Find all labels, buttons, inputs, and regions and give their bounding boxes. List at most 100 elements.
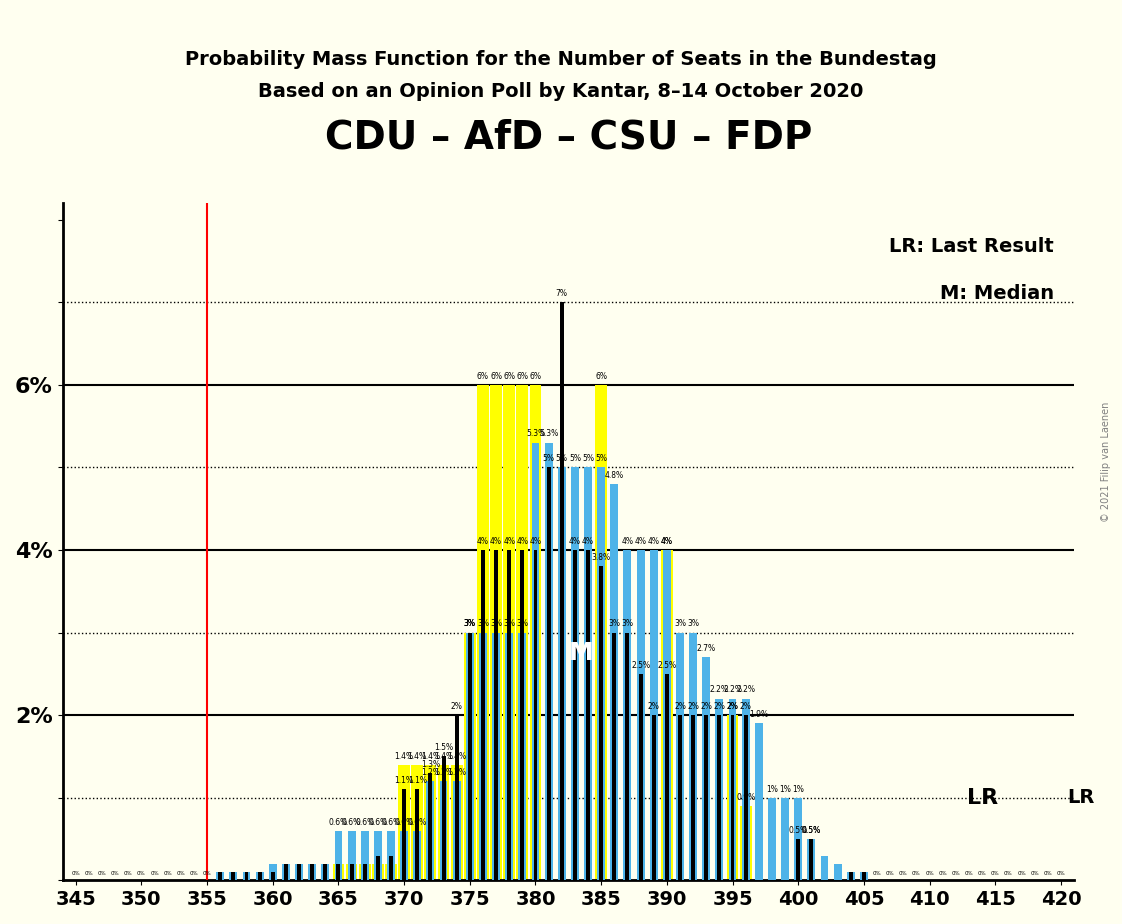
Bar [744,715,747,881]
Text: 5%: 5% [569,455,581,463]
Bar [530,384,542,881]
Text: 2%: 2% [647,702,660,711]
Text: 3%: 3% [674,619,686,628]
Bar [337,864,340,881]
Text: 0%: 0% [111,871,119,876]
Bar [490,384,502,881]
Bar [242,872,250,881]
Text: 0.6%: 0.6% [355,818,375,827]
Text: 0%: 0% [203,871,211,876]
Text: 0%: 0% [1004,871,1013,876]
Bar [678,715,682,881]
Text: 6%: 6% [490,371,502,381]
Text: M: M [569,641,594,665]
Text: 4%: 4% [582,537,594,546]
Bar [717,715,721,881]
Text: 0.6%: 0.6% [407,818,426,827]
Text: 3%: 3% [516,619,528,628]
Bar [652,715,655,881]
Bar [532,443,540,881]
Bar [716,699,724,881]
Bar [663,550,671,881]
Bar [374,831,381,881]
Text: 3%: 3% [463,619,476,628]
Text: 0%: 0% [150,871,159,876]
Text: 2%: 2% [700,702,712,711]
Text: 4%: 4% [647,537,660,546]
Text: 1.2%: 1.2% [434,768,453,777]
Bar [727,715,738,881]
Text: 3%: 3% [463,619,476,628]
Text: 3%: 3% [687,619,699,628]
Text: 5%: 5% [582,455,594,463]
Bar [546,468,551,881]
Bar [638,674,643,881]
Bar [705,715,708,881]
Text: 5%: 5% [595,455,607,463]
Bar [350,864,353,881]
Bar [571,468,579,881]
Text: 0.6%: 0.6% [381,818,401,827]
Text: 0%: 0% [977,871,986,876]
Bar [373,864,384,881]
Bar [442,757,445,881]
Text: 0%: 0% [912,871,921,876]
Bar [820,856,828,881]
Bar [494,550,498,881]
Text: Probability Mass Function for the Number of Seats in the Bundestag: Probability Mass Function for the Number… [185,50,937,68]
Bar [282,864,289,881]
Text: 5.3%: 5.3% [526,430,545,438]
Bar [426,781,434,881]
Bar [847,872,855,881]
Bar [346,864,358,881]
Bar [767,797,776,881]
Text: 0.6%: 0.6% [368,818,387,827]
Text: M: Median: M: Median [940,285,1054,303]
Text: 0%: 0% [899,871,908,876]
Bar [613,633,616,881]
Text: 6%: 6% [595,371,607,381]
Text: 0%: 0% [123,871,132,876]
Text: LR: LR [966,787,997,808]
Bar [402,789,406,881]
Bar [438,765,450,881]
Text: 2.7%: 2.7% [697,644,716,653]
Bar [808,839,816,881]
Text: 0%: 0% [190,871,199,876]
Bar [848,872,853,881]
Text: 0%: 0% [1030,871,1039,876]
Text: 1.4%: 1.4% [395,751,414,760]
Text: 0%: 0% [1018,871,1026,876]
Bar [677,633,684,881]
Text: 2%: 2% [451,702,462,711]
Bar [245,872,248,881]
Text: 2%: 2% [687,702,699,711]
Bar [597,468,605,881]
Text: 0%: 0% [1057,871,1065,876]
Text: 4%: 4% [622,537,634,546]
Bar [295,864,303,881]
Bar [401,831,408,881]
Text: 6%: 6% [477,371,489,381]
Text: 0.5%: 0.5% [802,826,821,835]
Bar [625,633,629,881]
Text: 2.2%: 2.2% [736,686,755,695]
Text: 4%: 4% [490,537,502,546]
Bar [477,384,489,881]
Bar [231,872,236,881]
Bar [424,765,436,881]
Bar [544,443,552,881]
Text: 3%: 3% [503,619,515,628]
Bar [661,550,673,881]
Text: 3%: 3% [463,619,476,628]
Text: 3%: 3% [608,619,620,628]
Text: 3%: 3% [490,619,502,628]
Bar [781,797,789,881]
Bar [376,856,380,881]
Bar [505,633,513,881]
Text: 4%: 4% [661,537,673,546]
Bar [463,633,476,881]
Text: 1.9%: 1.9% [749,711,769,719]
Text: 7%: 7% [555,289,568,298]
Bar [518,633,526,881]
